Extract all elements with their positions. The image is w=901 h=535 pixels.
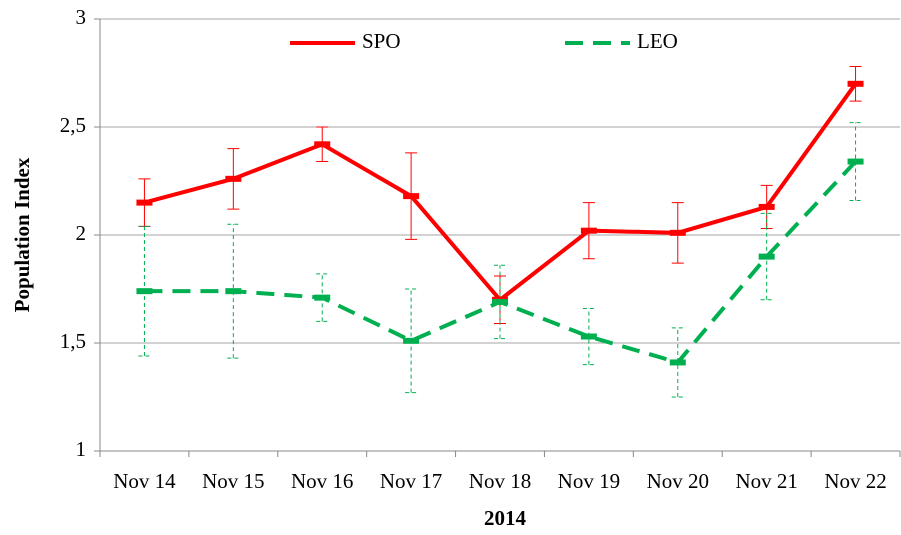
y-tick-label: 3 [76, 5, 87, 29]
y-axis-label: Population Index [10, 157, 34, 312]
y-tick-label: 2,5 [60, 113, 86, 137]
point-marker [669, 359, 686, 366]
point-marker [669, 229, 686, 236]
point-marker [758, 203, 775, 210]
point-marker [403, 193, 420, 200]
x-tick-label: Nov 22 [824, 469, 886, 493]
y-tick-label: 1,5 [60, 329, 86, 353]
x-tick-label: Nov 14 [113, 469, 176, 493]
x-tick-label: Nov 15 [202, 469, 264, 493]
point-marker [580, 333, 597, 340]
x-tick-label: Nov 18 [469, 469, 531, 493]
point-marker [847, 80, 864, 87]
x-tick-label: Nov 20 [647, 469, 709, 493]
x-tick-label: Nov 17 [380, 469, 442, 493]
legend-label: LEO [637, 29, 678, 53]
point-marker [847, 158, 864, 165]
series-line [144, 160, 858, 365]
x-tick-label: Nov 16 [291, 469, 353, 493]
point-marker [758, 253, 775, 260]
x-axis-label: 2014 [484, 506, 527, 530]
point-marker [314, 141, 331, 148]
point-marker [225, 288, 242, 295]
point-marker [136, 199, 153, 206]
point-marker [580, 227, 597, 234]
x-tick-label: Nov 21 [735, 469, 797, 493]
y-tick-label: 2 [76, 221, 87, 245]
point-marker [225, 175, 242, 182]
x-tick-label: Nov 19 [558, 469, 620, 493]
point-marker [136, 288, 153, 295]
y-tick-label: 1 [76, 437, 87, 461]
error-bar [671, 327, 684, 398]
legend-label: SPO [362, 29, 401, 53]
point-marker [492, 298, 508, 305]
point-marker [314, 294, 331, 301]
point-marker [403, 337, 420, 344]
